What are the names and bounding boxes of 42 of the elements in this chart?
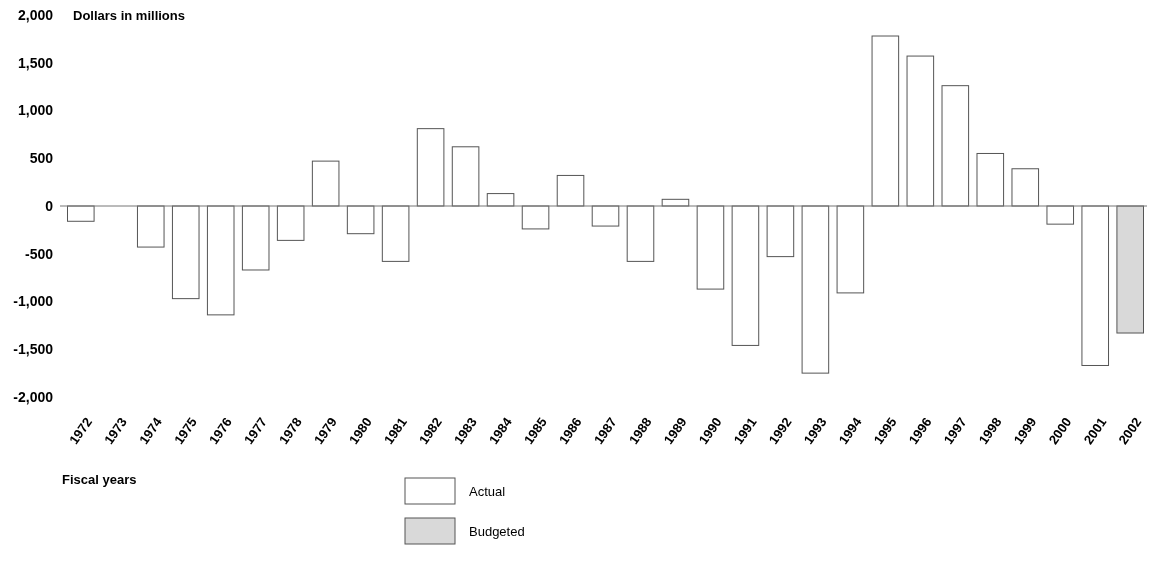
bar xyxy=(591,205,620,227)
bar xyxy=(311,160,340,207)
bar xyxy=(346,205,375,235)
bar xyxy=(136,205,165,248)
y-tick-label: -500 xyxy=(24,245,54,262)
x-axis-title: Fiscal years xyxy=(62,472,137,487)
bar xyxy=(976,152,1005,207)
bar xyxy=(766,205,795,258)
bar xyxy=(626,205,655,262)
bar xyxy=(521,205,550,230)
bar xyxy=(556,174,585,207)
bar xyxy=(206,205,235,316)
y-tick-label: 1,000 xyxy=(17,102,54,119)
bar xyxy=(801,205,830,374)
y-tick-label: -1,000 xyxy=(13,293,54,310)
bar xyxy=(241,205,270,271)
bar xyxy=(486,193,515,207)
legend-label: Budgeted xyxy=(469,523,525,539)
bar xyxy=(696,205,725,290)
y-tick-label: 0 xyxy=(45,197,54,214)
bar xyxy=(871,35,900,207)
y-tick-label: -2,000 xyxy=(13,388,54,405)
bar xyxy=(731,205,760,346)
legend-label: Actual xyxy=(469,483,506,499)
bar xyxy=(1011,168,1040,207)
bar xyxy=(941,85,970,207)
bar xyxy=(1081,205,1110,366)
bar xyxy=(276,205,305,241)
y-tick-label: 2,000 xyxy=(17,6,54,23)
bar xyxy=(1116,205,1145,334)
bar xyxy=(906,55,935,207)
y-tick-label: -1,500 xyxy=(13,341,54,358)
bar xyxy=(836,205,865,294)
bar xyxy=(1046,205,1075,225)
y-axis-title: Dollars in millions xyxy=(73,7,185,23)
bar xyxy=(67,205,95,222)
bar xyxy=(171,205,200,300)
bar xyxy=(416,128,445,207)
bar xyxy=(451,146,480,207)
y-tick-label: 1,500 xyxy=(17,54,54,71)
bar xyxy=(381,205,410,262)
y-tick-label: 500 xyxy=(29,150,54,167)
